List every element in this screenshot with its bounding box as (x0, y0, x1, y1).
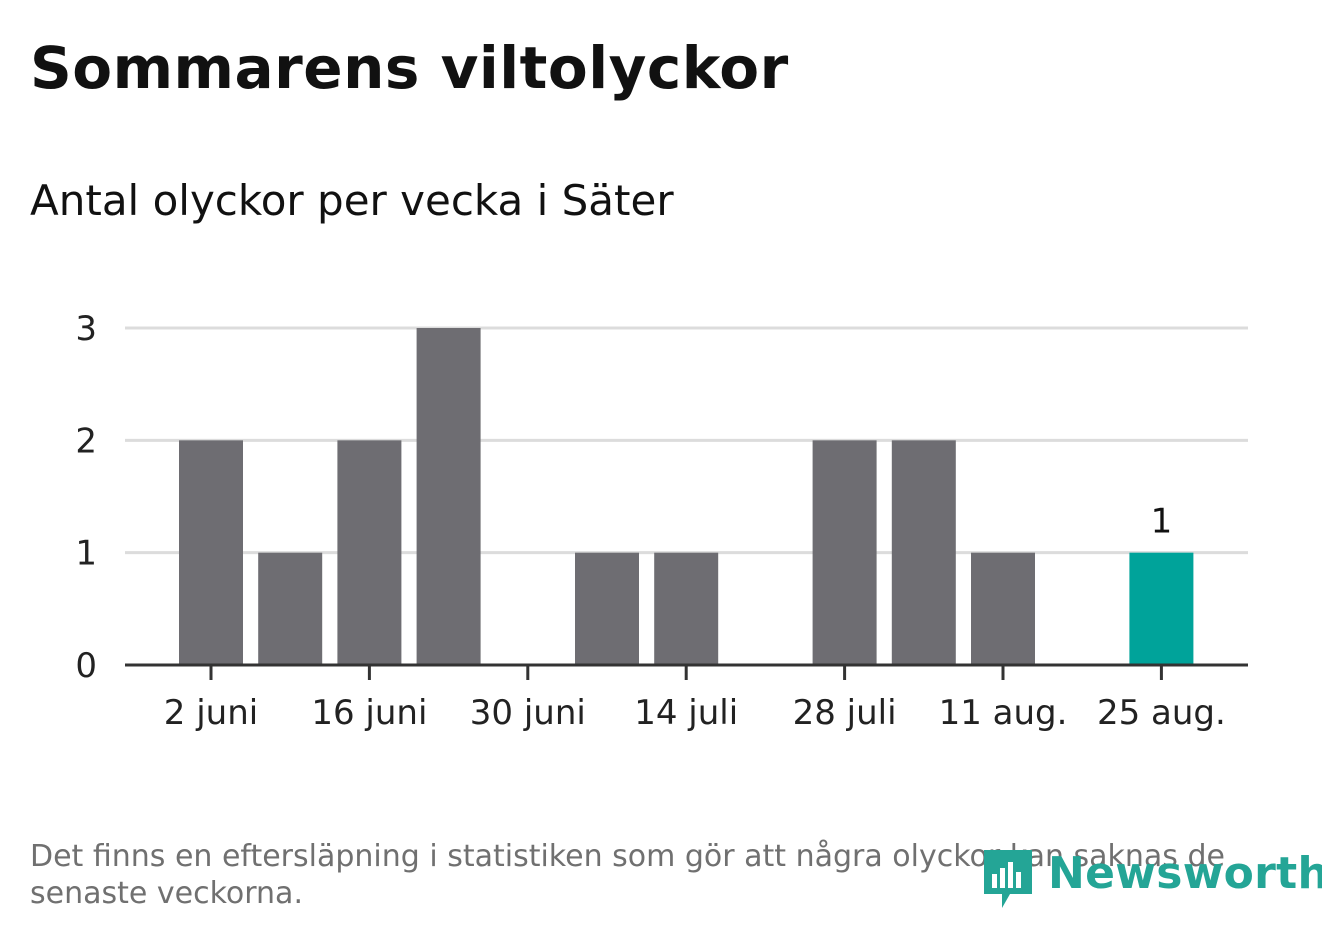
newsworthy-logo: Newsworthy (980, 846, 1322, 912)
gridlines (125, 326, 1248, 555)
x-tick-label-30-juni: 30 juni (470, 693, 586, 733)
y-tick-label-0: 0 (75, 646, 97, 686)
chart-subtitle: Antal olyckor per vecka i Säter (30, 176, 674, 225)
x-tick-label-25-aug-: 25 aug. (1097, 693, 1226, 733)
bar-28-juli (812, 440, 877, 665)
bar-14-juli (654, 552, 719, 665)
annotations: 1 (1151, 502, 1173, 542)
x-tick-label-11-aug-: 11 aug. (939, 693, 1068, 733)
bar-4-aug- (891, 440, 956, 665)
bar-11-aug- (971, 552, 1035, 665)
data-label-last-bar: 1 (1151, 502, 1173, 542)
x-tick-label-14-juli: 14 juli (634, 693, 738, 733)
bar-7-juli (575, 552, 639, 665)
bars (179, 328, 1194, 665)
x-tick-label-28-juli: 28 juli (793, 693, 897, 733)
y-tick-label-3: 3 (75, 309, 97, 349)
y-tick-label-2: 2 (75, 421, 97, 461)
y-tick-label-1: 1 (75, 534, 97, 574)
bar-16-juni (337, 440, 402, 665)
bar-chart: 0 1 2 3 2 juni 16 juni 30 juni 14 juli 28 juli 1… (75, 309, 1248, 733)
x-axis: 2 juni 16 juni 30 juni 14 juli 28 juli 11 aug… (125, 663, 1248, 733)
y-axis-labels: 0 1 2 3 (75, 309, 97, 686)
bar-25-aug- (1129, 552, 1194, 665)
chart-title: Sommarens viltolyckor (30, 34, 789, 102)
x-tick-label-2-juni: 2 juni (164, 693, 258, 733)
x-tick-label-16-juni: 16 juni (311, 693, 427, 733)
newsworthy-bar-icon (984, 850, 1032, 908)
bar-2-juni (179, 440, 243, 665)
bar-23-juni (416, 328, 481, 665)
logo-text: Newsworthy (1048, 848, 1322, 899)
bar-9-juni (258, 552, 323, 665)
